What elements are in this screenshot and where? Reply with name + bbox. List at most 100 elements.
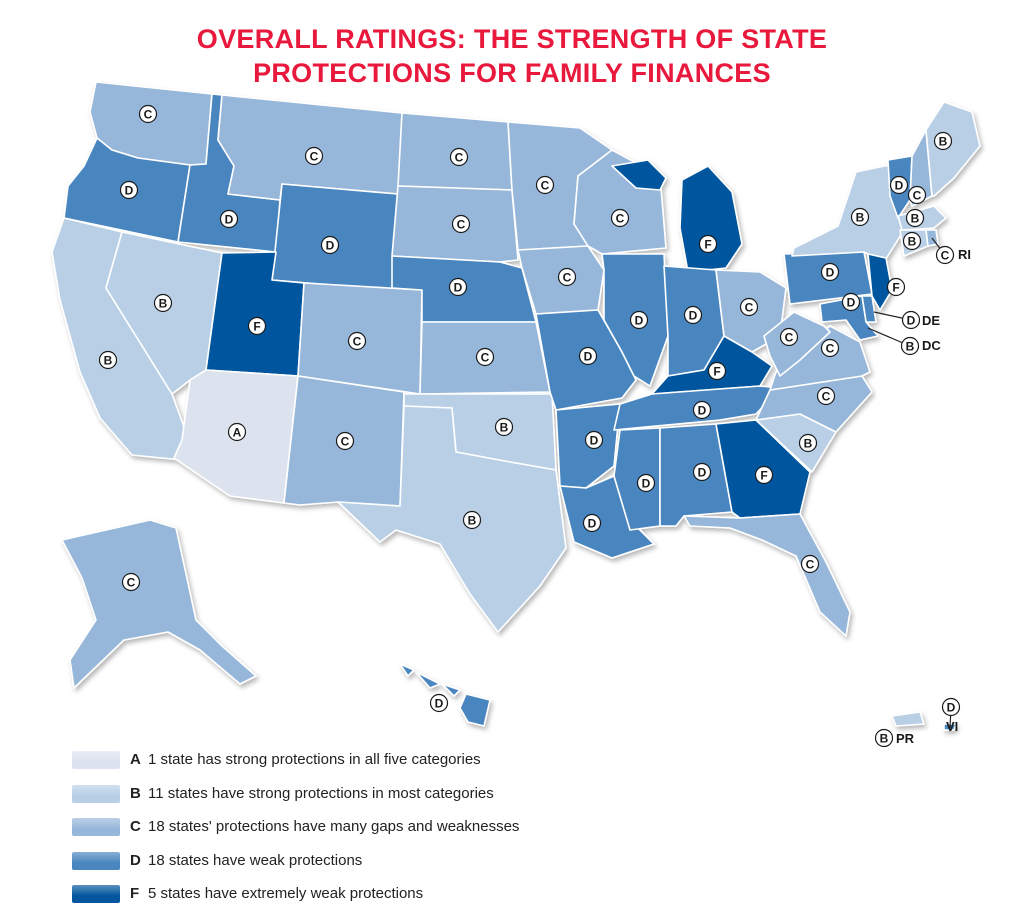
grade-marker-ring <box>557 267 577 287</box>
grade-marker-fl: C <box>800 554 820 574</box>
legend-text-f: 5 states have extremely weak protections <box>148 885 424 902</box>
state-fl[interactable] <box>683 513 851 637</box>
grade-marker-ring <box>779 327 799 347</box>
state-va[interactable] <box>769 325 871 391</box>
grade-marker-mi: F <box>698 234 718 254</box>
grade-marker-letter: F <box>713 364 720 378</box>
grade-marker-letter: D <box>698 403 707 417</box>
legend-swatch-a <box>72 751 120 769</box>
grade-marker-letter: C <box>481 350 490 364</box>
grade-marker-or: D <box>119 180 139 200</box>
grade-marker-ring <box>800 554 820 574</box>
grade-marker-letter: B <box>939 134 948 148</box>
state-ny[interactable] <box>791 163 905 263</box>
map-title: OVERALL RATINGS: THE STRENGTH OF STATE P… <box>0 22 1024 90</box>
state-wy[interactable] <box>271 183 399 291</box>
callout-label-ri: RI <box>958 247 971 262</box>
legend-grade-a: A <box>130 751 141 768</box>
grade-marker-md: D <box>841 292 861 312</box>
grade-marker-me: B <box>933 131 953 151</box>
grade-marker-co: C <box>347 331 367 351</box>
grade-marker-letter: D <box>698 465 707 479</box>
grade-marker-vi: D <box>941 697 961 717</box>
grade-marker-letter: B <box>104 353 113 367</box>
legend-grade-d: D <box>130 851 141 869</box>
grade-marker-ring <box>935 245 955 265</box>
grade-marker-la: D <box>582 513 602 533</box>
grade-marker-ny: B <box>850 207 870 227</box>
legend-grade-c: C <box>130 818 141 835</box>
grade-marker-vt: D <box>889 175 909 195</box>
grade-marker-ring <box>900 336 920 356</box>
grade-marker-ks: C <box>475 347 495 367</box>
grade-marker-ring <box>739 297 759 317</box>
grade-marker-letter: D <box>635 313 644 327</box>
grade-marker-letter: D <box>588 516 597 530</box>
legend-grade-f: F <box>130 885 140 902</box>
grade-marker-mn: C <box>535 175 555 195</box>
grade-marker-letter: C <box>310 149 319 163</box>
grade-marker-ring <box>798 433 818 453</box>
grade-marker-ring <box>347 331 367 351</box>
grade-marker-letter: D <box>225 212 234 226</box>
grade-marker-ri: C <box>935 245 955 265</box>
map-title-line-2: PROTECTIONS FOR FAMILY FINANCES <box>253 58 771 88</box>
grade-marker-letter: F <box>704 237 711 251</box>
grade-marker-letter: C <box>341 434 350 448</box>
grade-marker-ring <box>320 235 340 255</box>
state-mt[interactable] <box>217 94 403 201</box>
grade-marker-ring <box>98 350 118 370</box>
grade-marker-ring <box>475 347 495 367</box>
state-hi[interactable] <box>399 663 491 727</box>
grade-marker-ok: B <box>494 417 514 437</box>
callout-label-vi: VI <box>946 719 958 734</box>
grade-marker-pr: B <box>874 728 894 748</box>
grade-marker-ring <box>153 293 173 313</box>
grade-marker-letter: C <box>941 248 950 262</box>
state-nj[interactable] <box>867 253 893 311</box>
legend-swatch-f <box>72 885 120 903</box>
grade-marker-letter: C <box>826 341 835 355</box>
grade-marker-letter: A <box>233 425 242 439</box>
grade-marker-letter: C <box>127 575 136 589</box>
grade-marker-ring <box>820 338 840 358</box>
grade-marker-letter: B <box>856 210 865 224</box>
grade-marker-letter: C <box>353 334 362 348</box>
state-pr[interactable] <box>891 711 925 727</box>
grade-marker-ring <box>449 147 469 167</box>
grade-marker-nh: C <box>907 185 927 205</box>
grade-marker-ring <box>820 262 840 282</box>
grade-marker-ring <box>841 292 861 312</box>
callout-label-dc: DC <box>922 338 941 353</box>
grade-marker-letter: C <box>144 107 153 121</box>
grade-marker-ms: D <box>636 473 656 493</box>
state-la[interactable] <box>559 475 655 559</box>
state-me[interactable] <box>925 101 981 197</box>
grade-marker-oh: C <box>739 297 759 317</box>
state-ms[interactable] <box>613 427 661 531</box>
map-title-line-1: OVERALL RATINGS: THE STRENGTH OF STATE <box>196 24 828 54</box>
state-md[interactable] <box>819 295 879 341</box>
grade-marker-ring <box>683 305 703 325</box>
grade-marker-letter: C <box>455 150 464 164</box>
grade-marker-ring <box>816 386 836 406</box>
grade-marker-letter: F <box>760 468 767 482</box>
state-tx[interactable] <box>337 405 567 633</box>
grade-marker-letter: C <box>785 330 794 344</box>
state-ak[interactable] <box>61 519 257 689</box>
grade-marker-ring <box>304 146 324 166</box>
grade-marker-letter: B <box>880 731 889 745</box>
grade-marker-ring <box>219 209 239 229</box>
grade-marker-letter: F <box>892 280 899 294</box>
grade-marker-nd: C <box>449 147 469 167</box>
grade-marker-letter: B <box>908 234 917 248</box>
state-wv[interactable] <box>763 311 831 377</box>
grade-marker-tn: D <box>692 400 712 420</box>
grade-marker-ring <box>494 417 514 437</box>
legend-text-a: 1 state has strong protections in all fi… <box>148 751 481 768</box>
grade-marker-mt: C <box>304 146 324 166</box>
grade-marker-ring <box>850 207 870 227</box>
grade-marker-letter: D <box>689 308 698 322</box>
grade-marker-ring <box>698 234 718 254</box>
